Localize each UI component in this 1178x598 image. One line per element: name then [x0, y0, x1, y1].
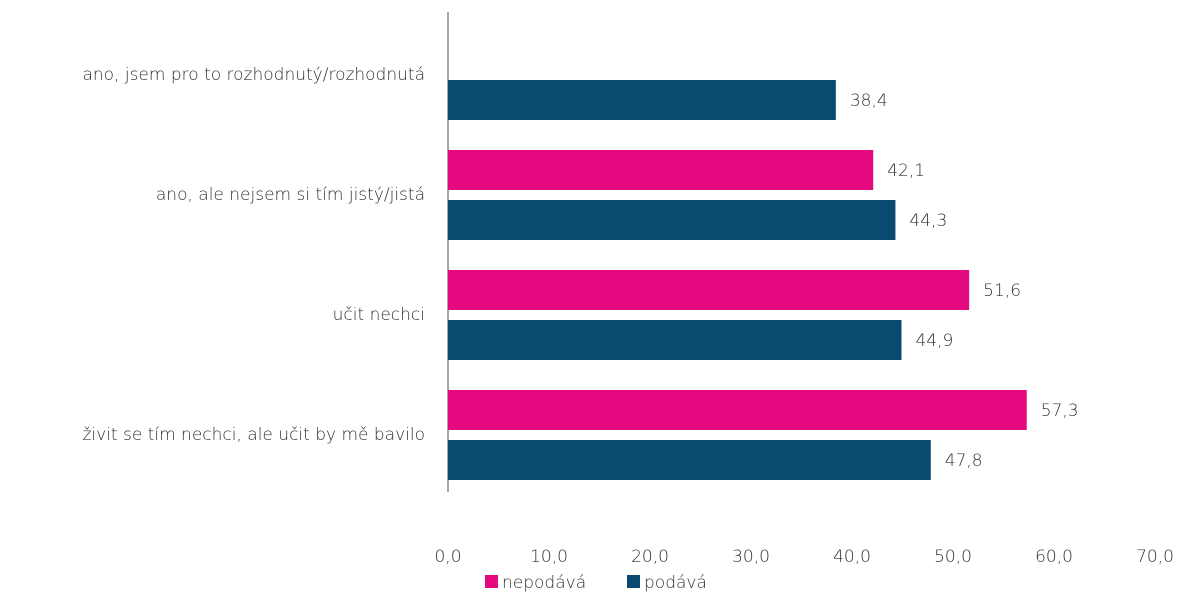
value-label: 44,9 [915, 331, 953, 351]
value-label: 42,1 [887, 161, 925, 181]
category-label: ano, ale nejsem si tím jistý/jistá [156, 185, 425, 205]
x-tick-label: 70,0 [1136, 547, 1174, 567]
bar [448, 150, 874, 190]
x-tick-label: 0,0 [434, 547, 461, 567]
x-tick-label: 40,0 [833, 547, 871, 567]
x-tick-label: 50,0 [934, 547, 972, 567]
value-label: 44,3 [909, 211, 947, 231]
value-label: 47,8 [945, 451, 983, 471]
bar [448, 320, 902, 360]
x-tick-label: 30,0 [732, 547, 770, 567]
x-tick-label: 10,0 [530, 547, 568, 567]
legend-label: podává [644, 573, 707, 593]
bar [448, 200, 896, 240]
legend-swatch [485, 575, 498, 588]
value-label: 57,3 [1041, 401, 1079, 421]
category-label: učit nechci [333, 305, 425, 325]
x-tick-label: 20,0 [631, 547, 669, 567]
bar [448, 390, 1027, 430]
legend-label: nepodává [502, 573, 586, 593]
value-label: 51,6 [983, 281, 1021, 301]
legend-swatch [627, 575, 640, 588]
value-label: 38,4 [850, 91, 888, 111]
category-label: živit se tím nechci, ale učit by mě bavi… [82, 425, 425, 445]
bar [448, 80, 836, 120]
x-tick-label: 60,0 [1035, 547, 1073, 567]
bar [448, 270, 970, 310]
category-label: ano, jsem pro to rozhodnutý/rozhodnutá [82, 65, 425, 85]
bar [448, 440, 931, 480]
